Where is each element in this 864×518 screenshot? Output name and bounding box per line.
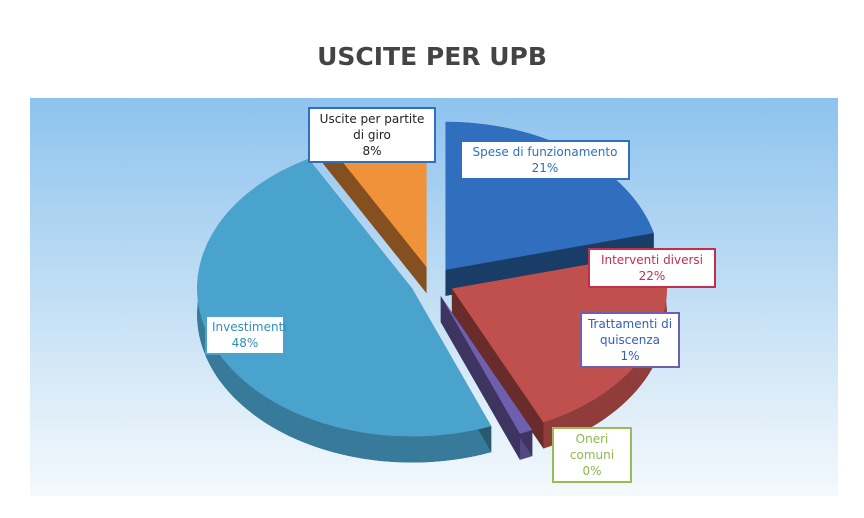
category-label: Trattamenti di quiscenza <box>587 317 673 347</box>
slice-top <box>440 296 533 434</box>
category-label: Investimenti <box>212 320 287 334</box>
data-label: Uscite per partite di giro 8% <box>308 107 436 163</box>
value-label: 22% <box>638 269 666 283</box>
slice-edge <box>440 296 520 460</box>
value-label: 1% <box>620 349 640 363</box>
data-label: Oneri comuni 0% <box>552 427 632 483</box>
chart-title: USCITE PER UPB <box>317 42 547 71</box>
data-label: Interventi diversi 22% <box>588 248 716 288</box>
value-label: 8% <box>362 144 382 158</box>
category-label: Spese di funzionamento <box>472 145 618 159</box>
data-label: Trattamenti di quiscenza 1% <box>580 312 680 368</box>
slice-top <box>197 158 492 437</box>
category-label: Interventi diversi <box>600 253 704 267</box>
value-label: 0% <box>582 464 602 478</box>
value-label: 21% <box>531 161 559 175</box>
slice-edge <box>451 288 544 449</box>
slice-top <box>451 251 667 423</box>
value-label: 48% <box>231 336 259 350</box>
data-label: Investimenti 48% <box>205 315 287 355</box>
category-label: Uscite per partite di giro <box>319 112 425 142</box>
category-label: Oneri comuni <box>569 432 615 462</box>
pie <box>197 119 667 463</box>
data-label: Spese di funzionamento 21% <box>460 140 630 180</box>
slice <box>440 296 533 460</box>
slice <box>197 158 492 463</box>
slice-edge <box>322 137 427 294</box>
